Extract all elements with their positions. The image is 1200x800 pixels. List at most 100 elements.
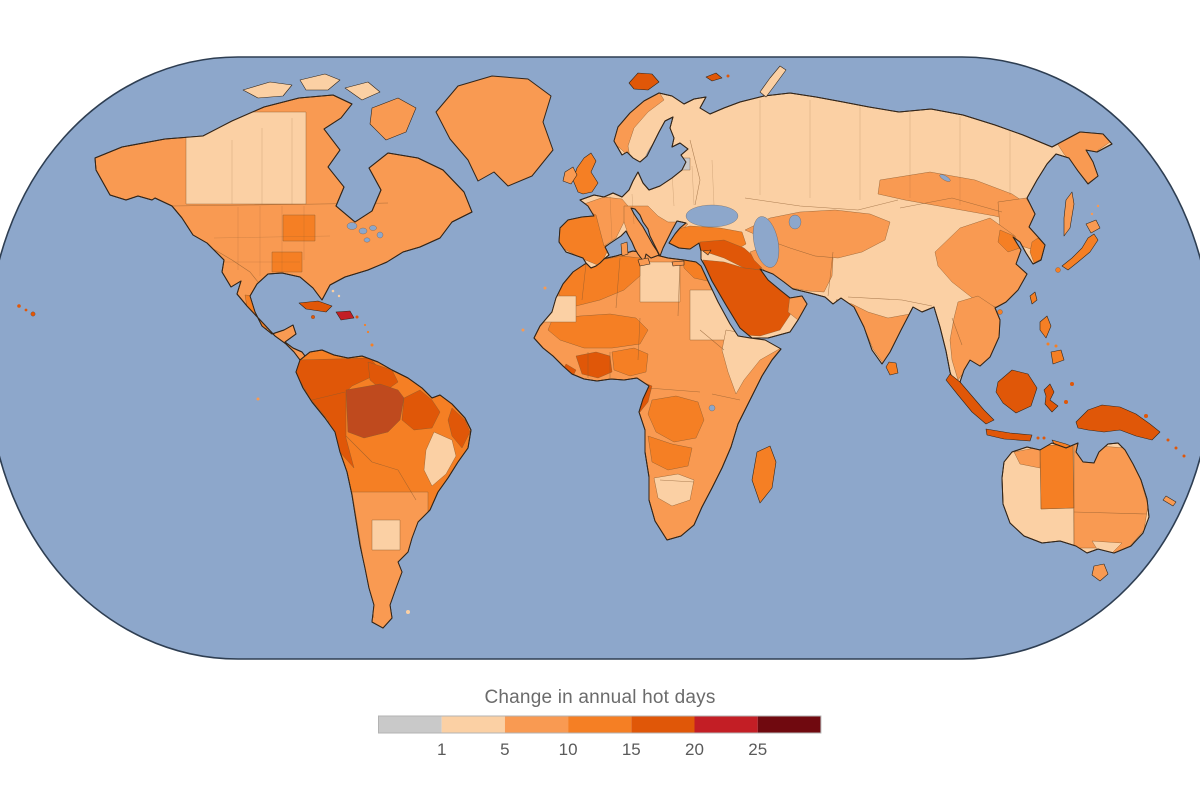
legend-tick-10: 10 xyxy=(559,740,578,759)
region-northeast-brazil-coast xyxy=(447,407,471,449)
border-south-america xyxy=(311,391,417,619)
legend-swatch-lt1 xyxy=(378,716,442,733)
region-hawaii-1 xyxy=(17,304,21,308)
region-bahamas-2 xyxy=(337,294,341,298)
region-galapagos xyxy=(256,397,260,401)
region-sakhalin xyxy=(1063,191,1075,237)
region-solomons-3 xyxy=(1182,454,1186,458)
region-solomons-1 xyxy=(1166,438,1170,442)
legend-colorbar xyxy=(378,715,822,734)
legend-tick-25: 25 xyxy=(748,740,767,759)
region-arctic-islands-west xyxy=(242,81,293,99)
region-kurils-1 xyxy=(1090,212,1094,216)
region-canary-islands xyxy=(543,286,547,290)
region-luzon-philippines xyxy=(1039,315,1052,339)
region-madagascar xyxy=(751,445,777,504)
region-iceland xyxy=(628,72,660,91)
australia-detail xyxy=(1013,443,1149,553)
legend-swatch-5-10 xyxy=(504,716,569,733)
africa-detail xyxy=(543,255,781,507)
region-dr-congo xyxy=(647,395,705,443)
region-novaya-zemlya xyxy=(759,65,787,98)
region-borneo xyxy=(995,369,1038,414)
region-crete xyxy=(671,260,685,267)
region-tasmania xyxy=(1091,563,1109,582)
region-sahel xyxy=(547,313,649,349)
region-sumatra xyxy=(945,373,995,425)
region-lombok xyxy=(1042,436,1046,440)
legend-title: Change in annual hot days xyxy=(484,687,715,708)
region-sulawesi xyxy=(1043,383,1059,413)
black-sea xyxy=(685,204,739,228)
region-hainan xyxy=(997,309,1003,315)
region-pampas-light xyxy=(371,519,401,551)
region-new-caledonia xyxy=(1162,495,1177,507)
region-kyushu xyxy=(1055,267,1061,273)
border-eurasia xyxy=(689,139,1003,346)
region-cuba xyxy=(298,300,333,313)
legend-swatch-gt25 xyxy=(757,716,821,733)
region-north-china-plain xyxy=(997,229,1021,253)
lake-baikal xyxy=(939,174,951,182)
region-ireland xyxy=(562,166,578,185)
legend-tick-1: 1 xyxy=(437,740,446,759)
legend-tick-20: 20 xyxy=(685,740,704,759)
region-sicily xyxy=(637,257,651,267)
region-arctic-islands-mid xyxy=(299,73,341,91)
legend-swatch-10-15 xyxy=(568,716,632,733)
region-amazonas-brazil xyxy=(345,383,405,439)
region-baffin-island xyxy=(369,97,417,141)
region-solomons-2 xyxy=(1174,446,1178,450)
border-us-states xyxy=(213,206,331,276)
lake-victoria xyxy=(708,404,716,412)
region-halmahera xyxy=(1070,382,1074,386)
region-visayas-1 xyxy=(1046,342,1050,346)
legend-ticks: 1 5 10 15 20 25 xyxy=(437,740,767,759)
legend-tick-5: 5 xyxy=(500,740,509,759)
region-svalbard xyxy=(705,72,723,82)
legend-swatch-15-20 xyxy=(631,716,695,733)
eurasia-detail xyxy=(559,93,1111,381)
region-hawaii-2 xyxy=(24,308,28,312)
region-hokkaido xyxy=(1085,219,1101,234)
region-nigeria xyxy=(611,347,649,377)
region-cape-verde xyxy=(521,328,525,332)
region-brazil-interior-light xyxy=(423,431,457,487)
region-java xyxy=(985,428,1033,442)
region-puerto-rico xyxy=(355,315,359,319)
legend: Change in annual hot days 1 5 10 15 20 2… xyxy=(378,687,822,759)
region-trinidad xyxy=(370,343,374,347)
region-us-gulf-states xyxy=(271,251,303,273)
legend-swatch-20-25 xyxy=(694,716,758,733)
region-new-guinea xyxy=(1075,404,1161,441)
border-canada-provinces xyxy=(231,118,293,204)
aral-sea xyxy=(788,214,802,230)
region-kimberley xyxy=(1013,446,1041,469)
region-new-britain xyxy=(1144,414,1148,418)
region-visayas-2 xyxy=(1054,344,1058,348)
border-africa xyxy=(581,257,741,483)
region-lesser-antilles xyxy=(363,323,367,327)
region-sri-lanka xyxy=(885,361,899,376)
region-botswana xyxy=(653,473,695,507)
legend-tick-15: 15 xyxy=(622,740,641,759)
region-cyprus xyxy=(702,249,712,256)
region-ghana-ivory-coast xyxy=(575,351,613,379)
region-hispaniola xyxy=(335,310,355,321)
region-libya xyxy=(639,261,681,303)
region-central-asia xyxy=(744,209,891,259)
legend-swatch-1-5 xyxy=(441,716,505,733)
region-northern-territory xyxy=(1039,443,1075,510)
border-australia-states xyxy=(1039,443,1148,549)
region-svalbard-2 xyxy=(726,74,730,78)
region-bahamas xyxy=(331,289,335,293)
great-lakes xyxy=(346,222,384,243)
region-bali xyxy=(1036,436,1040,440)
region-angola-zambia xyxy=(647,435,693,471)
border-us-mexico xyxy=(209,246,259,283)
legend-colorbar-border xyxy=(378,715,822,734)
region-arctic-islands-east xyxy=(344,81,381,101)
region-lesser-antilles-2 xyxy=(366,330,370,334)
